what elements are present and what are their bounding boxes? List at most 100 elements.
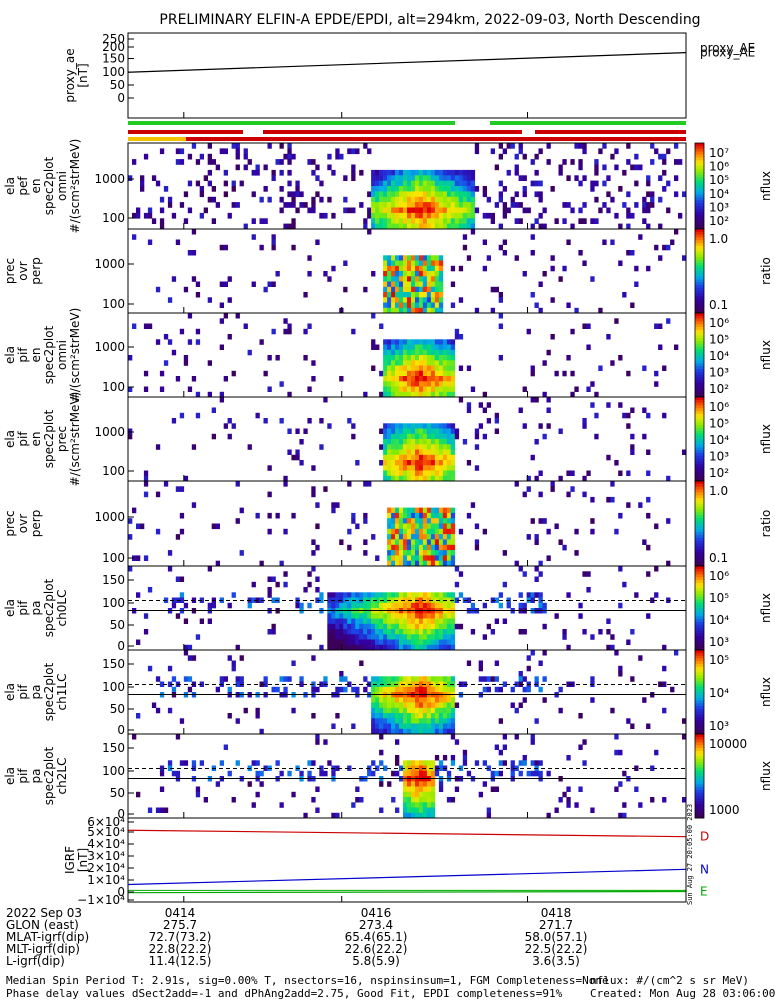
heatmap-ela_pif_pa_ch2LC <box>132 734 687 819</box>
ytick-label: 1000 <box>94 172 125 186</box>
colorbar-tick: 10² <box>709 466 729 480</box>
heatmap-ela_pif_en_omni <box>128 313 679 398</box>
colorbar-tick: 10² <box>709 214 729 228</box>
ytick-label: 2×10⁴ <box>87 861 125 875</box>
ytick-label: 3×10⁴ <box>87 849 125 863</box>
ylabel-line: pif <box>16 347 30 363</box>
ylabel-line: [nT] <box>76 63 90 87</box>
ylabel-line: en <box>29 432 43 447</box>
bar-red <box>128 130 243 134</box>
xaxis-value: 72.7(73.2) <box>149 930 212 944</box>
ytick-label: 1×10⁴ <box>87 873 125 887</box>
ytick-label: 150 <box>102 52 125 66</box>
ylabel-line: ela <box>3 599 17 617</box>
colorbar-tick: 10³ <box>709 635 729 649</box>
ylabel-line: perp <box>29 510 43 538</box>
ytick-label: 100 <box>102 211 125 225</box>
xaxis-value: 273.4 <box>359 918 393 932</box>
legend-proxy-ae: proxy_AE <box>700 41 755 55</box>
ylabel-line: proxy_ae <box>63 48 77 102</box>
colorbar-label: nflux <box>759 677 773 707</box>
ytick-label: 150 <box>102 657 125 671</box>
colorbar-tick: 10³ <box>709 719 729 733</box>
ytick-label: 50 <box>110 618 125 632</box>
xaxis-value: 3.6(3.5) <box>532 954 580 968</box>
footer-created: Created: Mon Aug 28 03:06:00 2023 <box>590 987 775 1000</box>
ylabel-line: pif <box>16 431 30 447</box>
ylabel-line: spec2plot <box>42 156 56 215</box>
ytick-label: 0 <box>117 639 125 653</box>
colorbar-label: nflux <box>759 171 773 201</box>
heatmap-ela_pif_pa_ch0LC <box>128 566 671 651</box>
colorbar-tick: 10⁵ <box>709 333 729 347</box>
colorbar-label: nflux <box>759 593 773 623</box>
ylabel-line: en <box>29 348 43 363</box>
ylabel-line: prec <box>3 510 17 536</box>
panel-prec_ovr_perp_i: 1.0 0.1 ratio 1000 100 prec ovr perp <box>3 480 773 567</box>
panel-frame <box>127 32 687 119</box>
bar-green <box>490 121 686 125</box>
xaxis-row-label: MLT-igrf(dip) <box>6 942 80 956</box>
ylabel-line: omni <box>55 340 69 370</box>
series-label-N: N <box>700 862 709 876</box>
ylabel-line: pef <box>16 176 30 196</box>
colorbar-tick: 10⁴ <box>709 349 729 363</box>
colorbar-prec_ovr_perp_i: 1.0 0.1 ratio <box>694 480 773 567</box>
xaxis-row-label: MLAT-igrf(dip) <box>6 930 89 944</box>
xaxis-value: 271.7 <box>539 918 573 932</box>
bar-red <box>263 130 522 134</box>
ytick-label: 100 <box>102 764 125 778</box>
colorbar-tick: 10⁵ <box>709 417 729 431</box>
ylabel-line: omni <box>55 171 69 201</box>
ylabel-line: pif <box>16 768 30 784</box>
ylabel-line: prec <box>55 426 69 452</box>
panel-frame <box>127 817 687 903</box>
ylabel-line: ela <box>3 683 17 701</box>
colorbar-label: ratio <box>759 510 773 538</box>
colorbar-ela_pif_pa_ch1LC: 10⁵ 10⁴ 10³ nflux <box>694 649 773 735</box>
ytick-label: 100 <box>102 380 125 394</box>
ylabel-line: ela <box>3 767 17 785</box>
heatmap-ela_pef_en_omni <box>128 143 687 230</box>
ytick-label: 4×10⁴ <box>87 837 125 851</box>
ytick-label: 0 <box>117 91 125 105</box>
ylabel-line: pif <box>16 684 30 700</box>
ytick-label: 100 <box>102 297 125 311</box>
colorbar-tick: 10⁵ <box>709 653 729 667</box>
colorbar-ela_pif_pa_ch2LC: 10000 1000 nflux <box>694 733 773 819</box>
ylabel-line: en <box>29 179 43 194</box>
colorbar-tick: 0.1 <box>709 298 728 312</box>
xaxis-value: 0418 <box>541 906 572 920</box>
xaxis-value: 65.4(65.1) <box>345 930 408 944</box>
xaxis-value: 22.5(22.2) <box>525 942 588 956</box>
ylabel-line: pa <box>29 769 43 784</box>
panel-ela_pif_en_omni: 10⁶ 10⁵ 10⁴ 10³ 10² nflux 1000 100 ela pif en spec2… <box>3 308 773 403</box>
bar-red <box>535 130 686 134</box>
ylabel-line: ch2LC <box>55 758 69 795</box>
colorbar-ela_pif_en_prec: 10⁶ 10⁵ 10⁴ 10³ 10² nflux <box>694 396 773 482</box>
ylabel-line: ch1LC <box>55 674 69 711</box>
bar-green <box>128 121 455 125</box>
ytick-label: 0 <box>117 723 125 737</box>
colorbar-tick: 10⁶ <box>709 160 729 174</box>
series-label-D: D <box>700 830 709 844</box>
ytick-label: 50 <box>110 702 125 716</box>
ytick-label: 100 <box>102 65 125 79</box>
heatmap-prec_ovr_perp_i <box>128 481 671 567</box>
colorbar-tick: 0.1 <box>709 551 728 565</box>
ylabel-line: #/(scm²strMeV) <box>68 392 82 487</box>
footer-phase-info: Phase delay values dSect2add=-1 and dPhA… <box>6 987 563 1000</box>
colorbar-tick: 10⁷ <box>709 146 729 160</box>
heatmap-prec_ovr_perp_e <box>132 229 687 314</box>
colorbar-tick: 1000 <box>709 803 740 817</box>
ytick-label: 150 <box>102 573 125 587</box>
ytick-label: 1000 <box>94 340 125 354</box>
ytick-label: 100 <box>102 596 125 610</box>
panel-prec_ovr_perp_e: 1.0 0.1 ratio 1000 100 prec ovr perp <box>3 228 773 314</box>
ylabel-line: ovr <box>16 261 30 280</box>
panel-ela_pif_en_prec: 10⁶ 10⁵ 10⁴ 10³ 10² nflux 1000 100 ela pif en spec2… <box>3 392 773 487</box>
ylabel-line: prec <box>3 258 17 284</box>
xaxis-value: 22.8(22.2) <box>149 942 212 956</box>
colorbar-tick: 10⁶ <box>709 400 729 414</box>
